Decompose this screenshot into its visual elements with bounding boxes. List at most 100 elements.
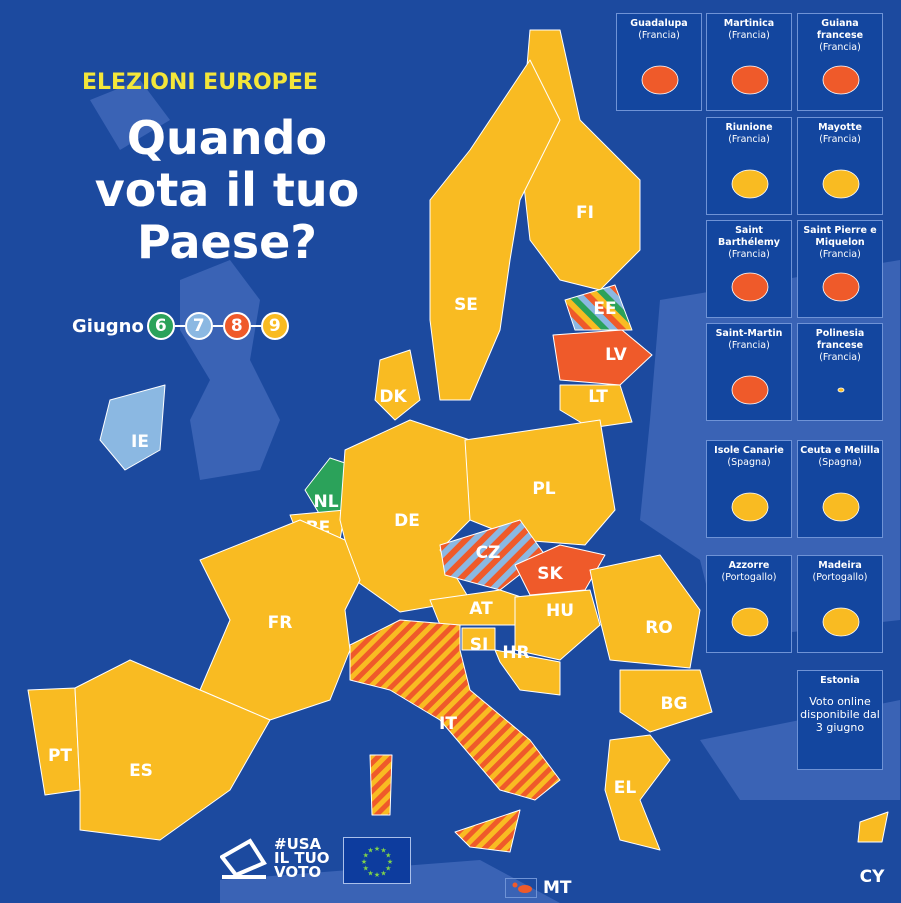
territory-shape — [641, 65, 679, 95]
country-label-ie: IE — [131, 432, 149, 452]
country-label-sk: SK — [537, 564, 563, 584]
country-it — [369, 754, 393, 816]
inset-name: Guiana francese — [816, 18, 864, 41]
country-label-ee: EE — [593, 299, 616, 319]
star-icon: ★ — [385, 852, 391, 860]
inset-saint-barth-lemy: Saint Barthélemy (Francia) — [706, 220, 792, 318]
country-label-de: DE — [394, 511, 420, 531]
inset-mayotte: Mayotte (Francia) — [797, 117, 883, 215]
inset-name: Isole Canarie — [714, 445, 784, 456]
inset-name: Martinica — [723, 18, 775, 29]
country-label-mt: MT — [543, 878, 572, 898]
inset-saint-pierre-e-miquelon: Saint Pierre e Miquelon (Francia) — [797, 220, 883, 318]
country-label-bg: BG — [661, 694, 688, 714]
malta-inset: MT — [505, 878, 572, 898]
inset-name: Polinesia francese — [815, 328, 865, 351]
country-label-ro: RO — [645, 618, 673, 638]
country-label-cz: CZ — [476, 543, 501, 563]
territory-shape — [822, 65, 860, 95]
country-label-se: SE — [454, 295, 478, 315]
country-ie — [99, 384, 166, 471]
estonia-note-title: Estonia — [820, 675, 860, 686]
inset-name: Saint-Martin — [715, 328, 783, 339]
star-icon: ★ — [367, 869, 373, 877]
inset-country: (Francia) — [819, 249, 861, 260]
inset-country: (Francia) — [728, 134, 770, 145]
country-label-cy: CY — [860, 867, 885, 887]
country-hr — [494, 649, 561, 696]
country-lv — [552, 329, 653, 386]
inset-country: (Spagna) — [727, 457, 771, 468]
hashtag-line: IL TUO — [274, 849, 330, 867]
inset-country: (Portogallo) — [812, 572, 868, 583]
hashtag-line: VOTO — [274, 863, 322, 881]
legend-day-9: 9 — [260, 312, 289, 340]
star-icon: ★ — [380, 847, 386, 855]
territory-shape — [731, 607, 769, 637]
legend-connector — [212, 325, 223, 327]
legend-month: Giugno — [72, 315, 144, 337]
hashtag-line: #USA — [274, 835, 322, 853]
legend-connector — [250, 325, 261, 327]
inset-country: (Portogallo) — [721, 572, 777, 583]
inset-country: (Francia) — [819, 352, 861, 363]
territory-shape — [822, 169, 860, 199]
territory-shape — [731, 65, 769, 95]
country-lt — [559, 384, 633, 429]
country-label-lv: LV — [605, 345, 627, 365]
inset-name: Saint Pierre e Miquelon — [803, 225, 877, 248]
star-icon: ★ — [363, 865, 369, 873]
main-title: Quando vota il tuo Paese? — [82, 112, 372, 268]
country-ee — [564, 284, 633, 331]
estonia-note: Estonia Voto online disponibile dal 3 gi… — [797, 670, 883, 770]
country-label-el: EL — [614, 778, 637, 798]
country-fi — [519, 29, 641, 291]
country-label-hu: HU — [546, 601, 574, 621]
inset-guadalupa: Guadalupa (Francia) — [616, 13, 702, 111]
territory-shape — [822, 492, 860, 522]
inset-madeira: Madeira (Portogallo) — [797, 555, 883, 653]
country-label-at: AT — [469, 599, 493, 619]
inset-name: Ceuta e Melilla — [800, 445, 880, 456]
country-label-it: IT — [439, 714, 457, 734]
inset-ceuta-e-melilla: Ceuta e Melilla (Spagna) — [797, 440, 883, 538]
campaign-logo: #USA IL TUO VOTO — [220, 835, 330, 881]
title-line: Paese? — [137, 215, 317, 269]
legend-day-7: 7 — [184, 312, 213, 340]
inset-country: (Francia) — [728, 340, 770, 351]
country-es — [74, 659, 271, 841]
title-line: vota il tuo — [94, 163, 360, 217]
inset-country: (Francia) — [819, 134, 861, 145]
country-it — [454, 809, 521, 853]
inset-name: Azzorre — [728, 560, 770, 571]
territory-shape — [731, 169, 769, 199]
inset-country: (Francia) — [638, 30, 680, 41]
inset-country: (Francia) — [819, 42, 861, 53]
legend-connector — [174, 325, 185, 327]
inset-name: Saint Barthélemy — [718, 225, 780, 248]
country-se — [429, 59, 561, 401]
territory-shape — [731, 375, 769, 405]
inset-riunione: Riunione (Francia) — [706, 117, 792, 215]
inset-name: Mayotte — [818, 122, 862, 133]
ballot-box-icon — [220, 838, 267, 879]
star-icon: ★ — [374, 845, 380, 853]
territory-shape — [822, 272, 860, 302]
country-label-lt: LT — [588, 387, 608, 407]
country-label-nl: NL — [313, 492, 338, 512]
territory-shape — [731, 492, 769, 522]
country-label-fi: FI — [576, 203, 594, 223]
country-el — [604, 734, 671, 851]
country-label-hr: HR — [502, 643, 529, 663]
territory-shape — [731, 272, 769, 302]
star-icon: ★ — [367, 847, 373, 855]
star-icon: ★ — [361, 858, 367, 866]
inset-country: (Francia) — [728, 30, 770, 41]
country-label-es: ES — [129, 761, 153, 781]
star-icon: ★ — [387, 858, 393, 866]
estonia-note-text: Voto online disponibile dal 3 giugno — [800, 695, 880, 734]
inset-name: Guadalupa — [630, 18, 688, 29]
inset-martinica: Martinica (Francia) — [706, 13, 792, 111]
inset-azzorre: Azzorre (Portogallo) — [706, 555, 792, 653]
